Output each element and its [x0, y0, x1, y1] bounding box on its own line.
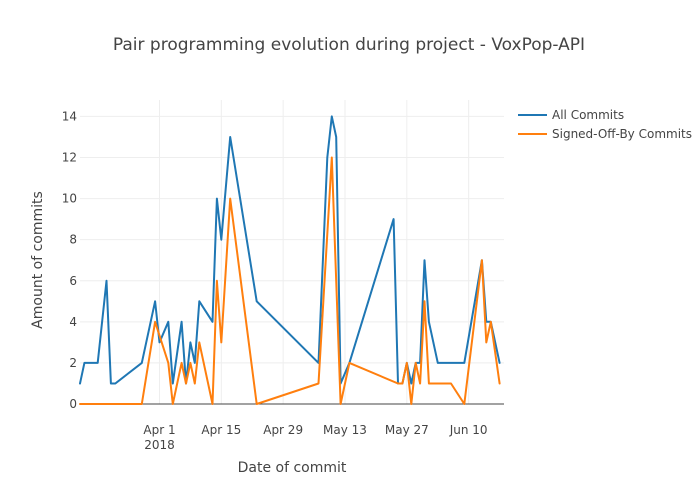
y-tick-label: 14: [62, 109, 77, 123]
legend: All Commits Signed-Off-By Commits: [518, 108, 692, 141]
x-tick-label: Apr 15: [201, 423, 241, 437]
y-tick-label: 12: [62, 151, 77, 165]
grid-layer: [80, 100, 504, 405]
legend-label: All Commits: [552, 108, 624, 122]
series-line-signed-off-commits: [79, 156, 501, 405]
chart-title: Pair programming evolution during projec…: [113, 35, 585, 55]
x-tick-label: Jun 10: [449, 423, 488, 437]
y-tick-label: 0: [69, 397, 77, 411]
y-tick-label: 4: [69, 315, 77, 329]
series-layer: [79, 115, 501, 405]
x-tick-sublabel: 2018: [144, 438, 175, 452]
y-tick-label: 8: [69, 233, 77, 247]
y-axis-title: Amount of commits: [30, 191, 46, 329]
series-line-all-commits: [79, 115, 501, 385]
x-tick-label: May 13: [323, 423, 367, 437]
x-tick-label: Apr 1: [143, 423, 175, 437]
y-tick-label: 6: [69, 274, 77, 288]
legend-item-signed-off-commits: Signed-Off-By Commits: [518, 127, 692, 141]
y-tick-label: 2: [69, 356, 77, 370]
x-tick-label: Apr 29: [263, 423, 303, 437]
legend-label: Signed-Off-By Commits: [552, 127, 692, 141]
x-tick-label: May 27: [385, 423, 429, 437]
y-tick-label: 10: [62, 192, 77, 206]
legend-item-all-commits: All Commits: [518, 108, 624, 122]
x-axis-title: Date of commit: [238, 460, 347, 476]
